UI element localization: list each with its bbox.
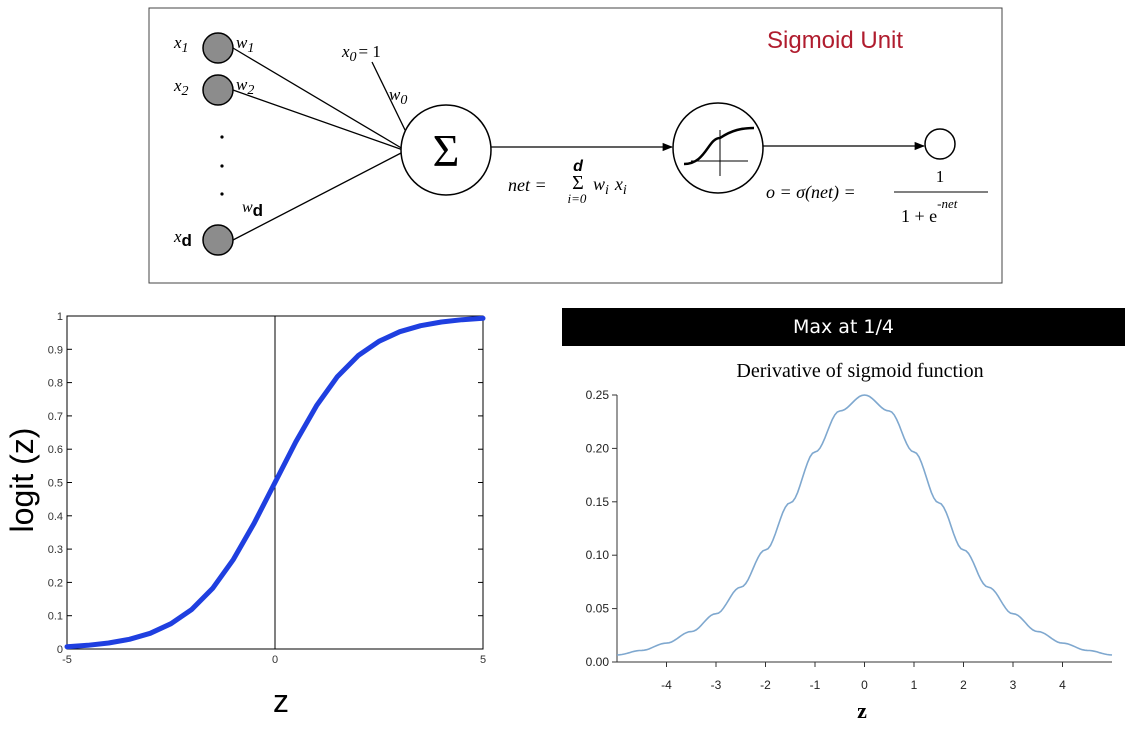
derivative-curve <box>616 394 1113 656</box>
derivative-chart: Derivative of sigmoid function 0.00 0.05 0… <box>586 360 1113 723</box>
x-tick-label: -5 <box>62 654 72 666</box>
y-tick-label: 0.1 <box>48 611 63 623</box>
y-axis-label: logit (z) <box>4 428 40 533</box>
x-tick-label: 2 <box>960 678 967 692</box>
chart-title: Derivative of sigmoid function <box>736 360 983 382</box>
ellipsis-dot <box>220 135 224 139</box>
y-tick-label: 0.25 <box>586 388 610 402</box>
edge-wd <box>232 151 404 241</box>
y-tick-label: 0.2 <box>48 577 63 589</box>
sigmoid-unit-diagram: Sigmoid Unit x1 x2 xd w1 w2 wd x0 = 1 w0 … <box>148 7 1003 284</box>
net-sum-symbol: Σ <box>572 172 584 194</box>
y-tick-label: 0.15 <box>586 495 610 509</box>
ellipsis-dot <box>220 192 224 196</box>
weight-label-d: wd <box>242 199 263 220</box>
net-sum-upper: d <box>573 158 584 175</box>
y-tick-label: 0.7 <box>48 411 63 423</box>
x-tick-label: 0 <box>861 678 868 692</box>
input-node-d <box>202 224 234 256</box>
y-tick-label: 0.00 <box>586 655 610 669</box>
output-formula: o = σ(net) = <box>766 182 856 203</box>
y-tick-label: 1 <box>57 311 63 323</box>
y-tick-label: 0.4 <box>48 511 63 523</box>
output-numerator: 1 <box>936 167 945 186</box>
edge-w0 <box>371 61 407 133</box>
activation-node <box>672 102 764 194</box>
bias-weight-label: w0 <box>389 85 407 108</box>
y-tick-label: 0 <box>57 644 63 656</box>
sigmoid-curve-icon <box>683 126 755 176</box>
y-tick-label: 0.5 <box>48 478 63 490</box>
y-tick-label: 0.3 <box>48 544 63 556</box>
y-tick-label: 0.05 <box>586 602 610 616</box>
sigmoid-chart: 00.10.20.30.40.50.60.70.80.91-5 0 5 logit … <box>4 311 486 719</box>
x-tick-label: -3 <box>711 678 722 692</box>
y-tick-label: 0.10 <box>586 548 610 562</box>
diagram-title: Sigmoid Unit <box>767 27 903 54</box>
x-axis-label: z <box>857 698 867 723</box>
edge-w2 <box>232 89 404 151</box>
output-node <box>924 128 956 160</box>
x-tick-label: -1 <box>810 678 821 692</box>
axes <box>616 395 1112 663</box>
x-axis-label: z <box>273 683 289 719</box>
summation-node <box>400 104 492 196</box>
x-tick-label: 1 <box>911 678 918 692</box>
input-node-2 <box>202 74 234 106</box>
y-tick-label: 0.20 <box>586 441 610 455</box>
input-node-1 <box>202 32 234 64</box>
output-denominator: 1 + e-net <box>901 196 958 226</box>
input-label-d: xd <box>173 227 192 250</box>
x-tick-label: -2 <box>760 678 771 692</box>
net-formula: net = <box>508 175 547 195</box>
y-tick-label: 0.8 <box>48 378 63 390</box>
edge-w1 <box>232 47 404 150</box>
y-tick-label: 0.6 <box>48 444 63 456</box>
x-tick-label: 4 <box>1059 678 1066 692</box>
sigmoid-curve <box>64 315 486 650</box>
x-tick-label: 5 <box>480 654 486 666</box>
x-tick-label: 3 <box>1010 678 1017 692</box>
net-sum-terms: wi xi <box>593 174 627 198</box>
summation-symbol: Σ <box>433 125 460 176</box>
ellipsis-dot <box>220 164 224 168</box>
bias-input-label: x0 = 1 <box>341 42 381 65</box>
max-banner: Max at 1/4 <box>562 308 1125 346</box>
x-tick-label: -4 <box>661 678 672 692</box>
y-tick-label: 0.9 <box>48 344 63 356</box>
net-sum-lower: i=0 <box>568 191 587 206</box>
x-tick-label: 0 <box>272 654 278 666</box>
